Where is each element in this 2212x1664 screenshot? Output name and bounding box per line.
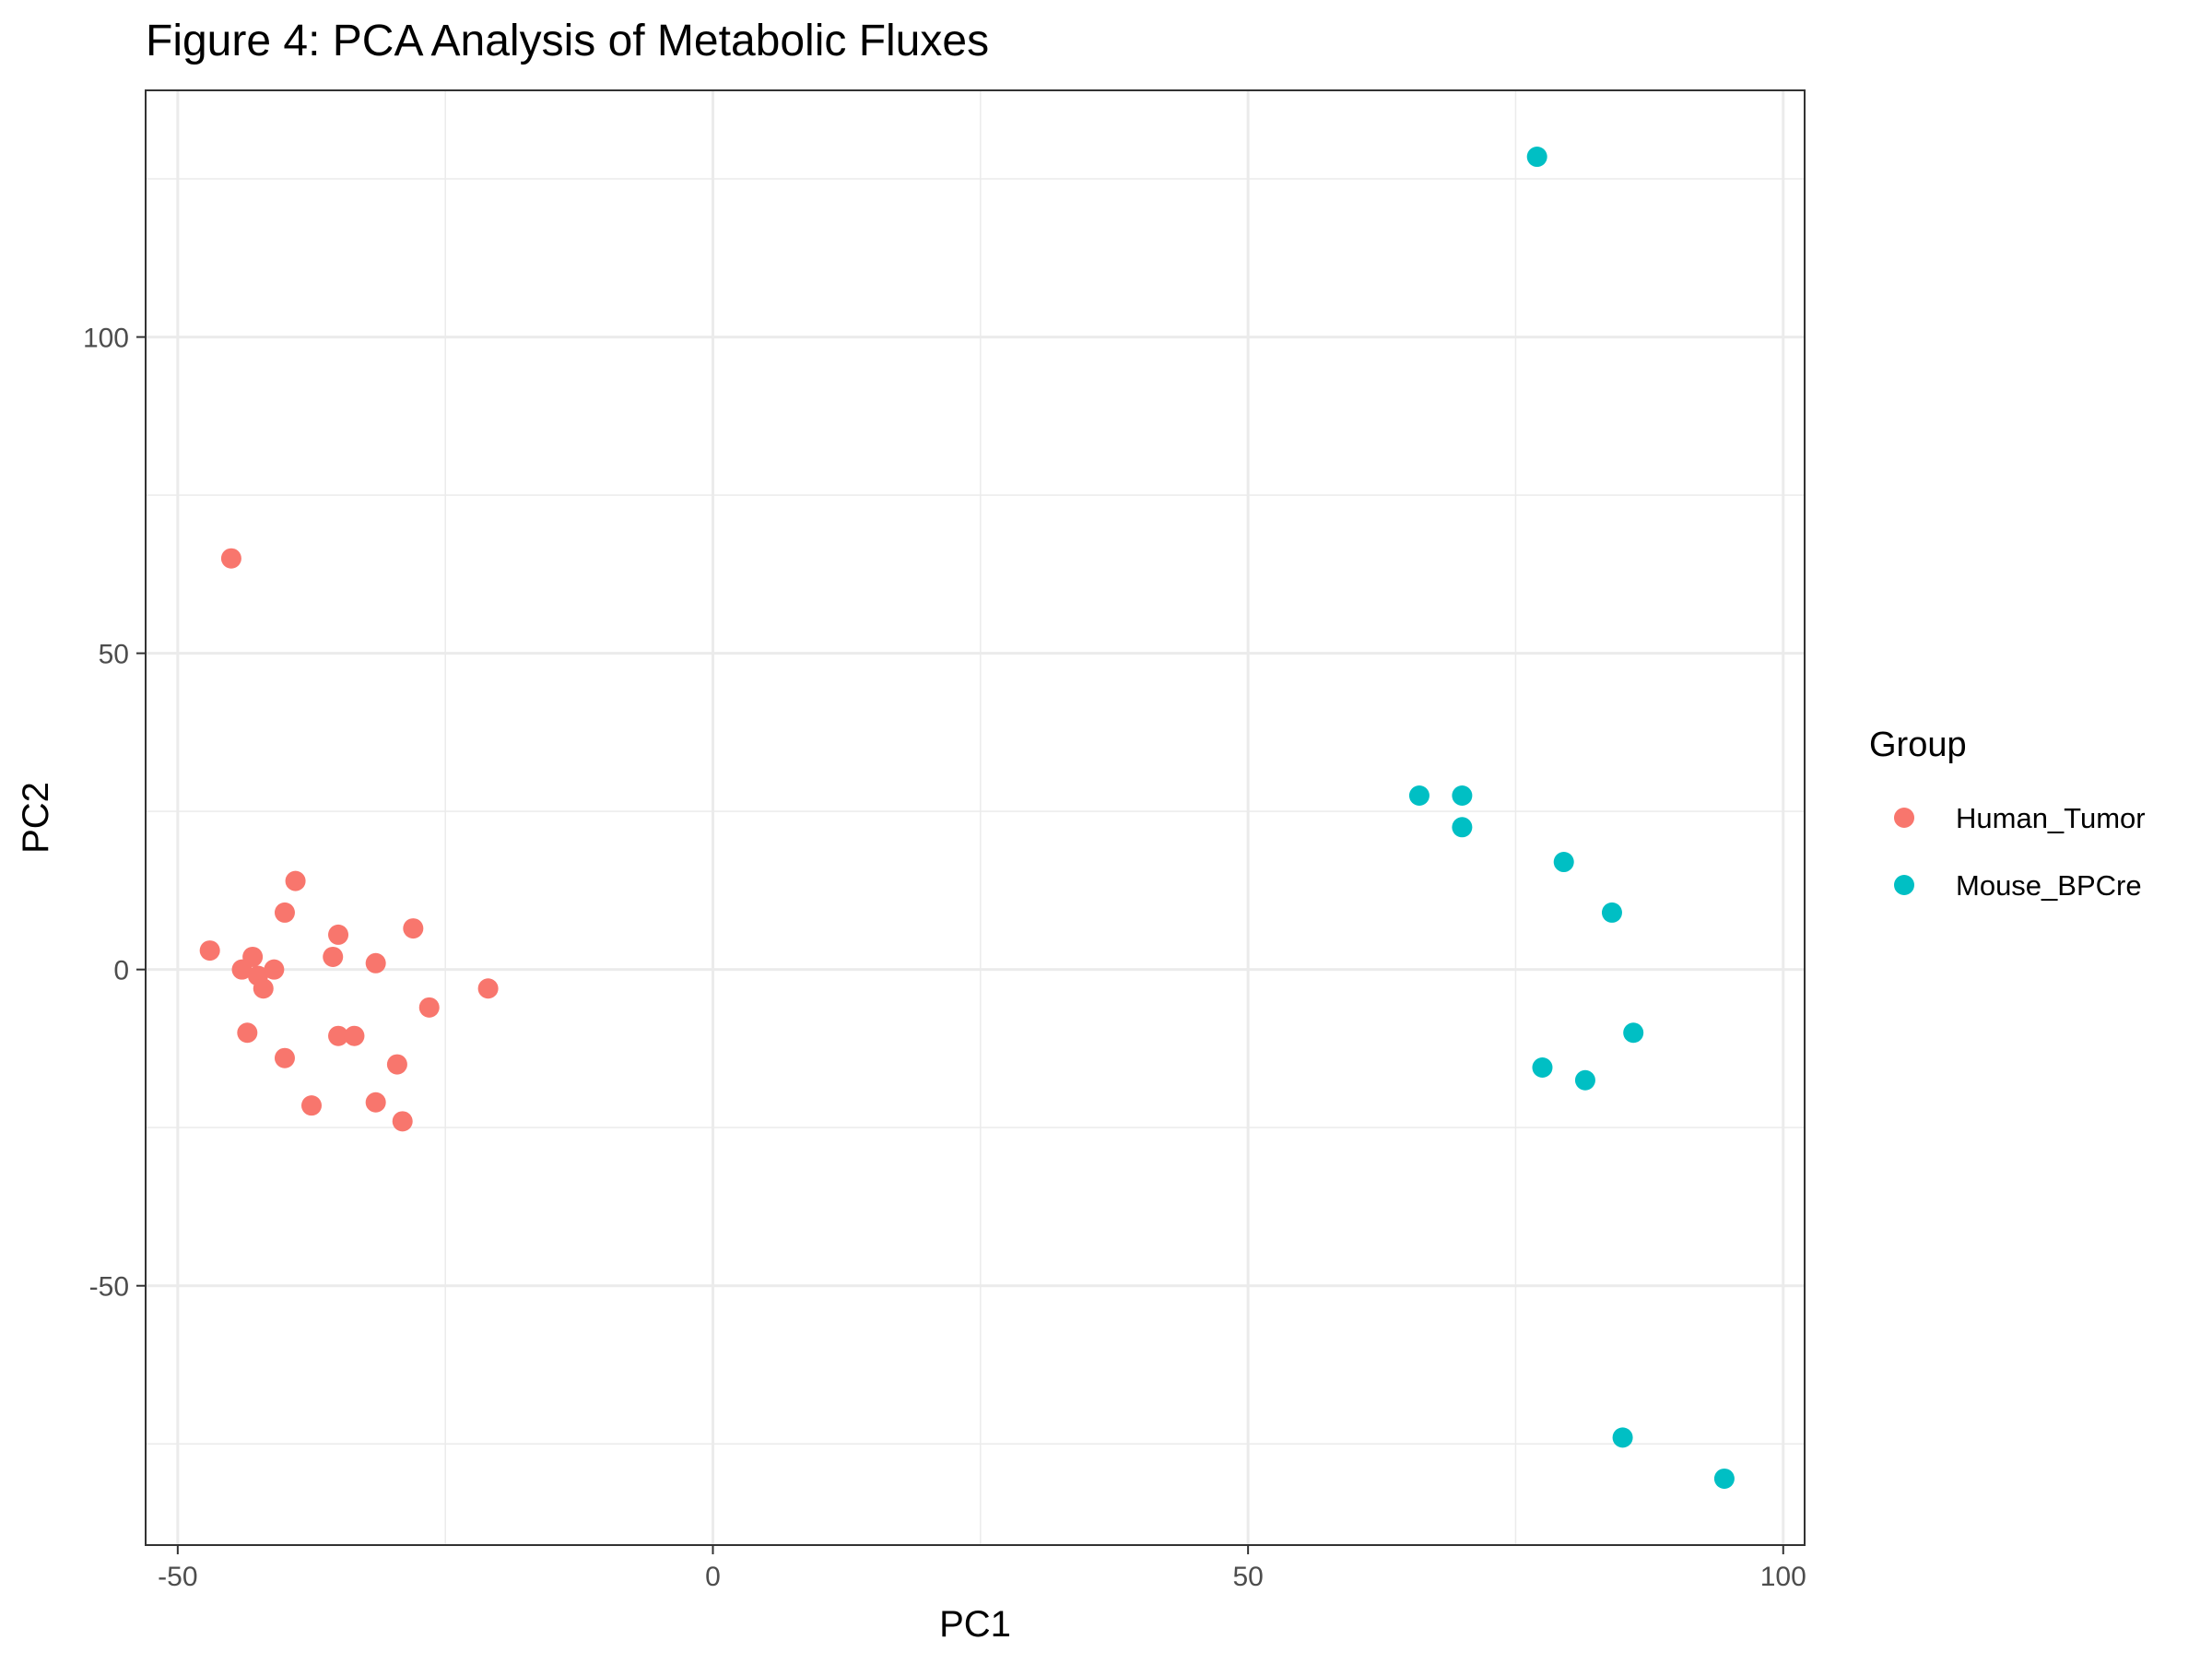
data-point: [285, 870, 306, 891]
x-axis-title: PC1: [939, 1604, 1011, 1645]
data-point: [1612, 1427, 1633, 1448]
data-point: [274, 902, 295, 923]
data-point: [220, 548, 241, 569]
data-point: [1532, 1057, 1553, 1079]
data-point: [301, 1095, 322, 1116]
data-point: [253, 978, 274, 999]
data-point: [1574, 1069, 1595, 1091]
panel-border: [145, 89, 1806, 1546]
legend-key: [1894, 875, 1914, 895]
y-tick-label: 100: [83, 324, 129, 354]
data-point: [344, 1025, 365, 1046]
legend-key: [1894, 808, 1914, 828]
data-point: [274, 1047, 295, 1068]
legend-label: Human_Tumor: [1956, 802, 2146, 834]
data-point: [365, 952, 386, 974]
legend: Group Human_Tumor Mouse_BPCre: [1869, 726, 2146, 902]
x-tick-label: -50: [158, 1562, 197, 1592]
data-point: [392, 1111, 413, 1132]
data-point: [323, 946, 344, 967]
data-point: [199, 940, 220, 962]
data-point: [328, 1025, 349, 1046]
y-tick-label: -50: [89, 1272, 129, 1303]
data-point: [1452, 785, 1473, 806]
plot-panel: [145, 89, 1806, 1546]
data-point: [365, 1092, 386, 1113]
data-point: [242, 946, 264, 967]
panel-background: [146, 90, 1805, 1545]
data-point: [403, 918, 424, 939]
data-point: [418, 997, 440, 1018]
data-point: [264, 959, 285, 980]
data-points: [199, 147, 1735, 1489]
legend-label: Mouse_BPCre: [1956, 869, 2142, 902]
data-point: [1553, 852, 1574, 873]
data-point: [1408, 785, 1430, 806]
data-point: [1526, 147, 1547, 168]
major-gridlines: [146, 90, 1805, 1545]
data-point: [1713, 1468, 1735, 1489]
data-point: [1623, 1022, 1644, 1044]
x-tick-label: 0: [705, 1562, 721, 1592]
y-tick-label: 50: [99, 640, 129, 670]
data-point: [237, 1022, 258, 1044]
y-tick-label: 0: [113, 956, 129, 986]
legend-items: Human_Tumor Mouse_BPCre: [1894, 802, 2146, 902]
y-axis: -50 0 50 100: [83, 324, 146, 1303]
chart-title: Figure 4: PCA Analysis of Metabolic Flux…: [146, 17, 989, 65]
x-axis: -50 0 50 100: [158, 1545, 1806, 1592]
data-point: [477, 978, 499, 999]
data-point: [386, 1054, 407, 1075]
y-axis-title: PC2: [16, 782, 56, 854]
legend-title: Group: [1869, 726, 1967, 764]
minor-gridlines: [146, 90, 1805, 1545]
x-tick-label: 100: [1760, 1562, 1806, 1592]
data-point: [1452, 817, 1473, 838]
data-point: [1601, 902, 1622, 923]
data-point: [328, 924, 349, 945]
x-tick-label: 50: [1232, 1562, 1263, 1592]
